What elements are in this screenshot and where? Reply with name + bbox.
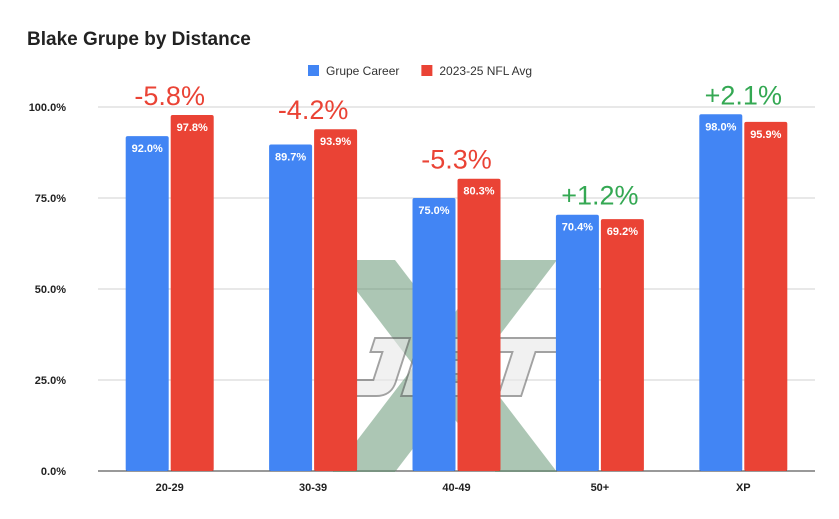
bar-value-label: 95.9%: [750, 129, 781, 141]
legend-label: 2023-25 NFL Avg: [439, 64, 532, 78]
x-tick-label: 30-39: [299, 482, 327, 494]
difference-annotation: -5.8%: [134, 81, 205, 111]
bar-nfl-avg: [170, 115, 214, 472]
bar-value-label: 92.0%: [132, 143, 163, 155]
y-axis: 0.0% 25.0% 50.0% 75.0% 100.0%: [29, 102, 67, 478]
gridlines: [98, 106, 815, 472]
legend-label: Grupe Career: [326, 64, 399, 78]
bar-grupe-career: [555, 214, 599, 471]
bar-nfl-avg: [600, 219, 644, 471]
bar-nfl-avg: [314, 129, 358, 472]
x-tick-label: XP: [736, 482, 751, 494]
bar-grupe-career: [412, 198, 456, 471]
x-tick-label: 50+: [591, 482, 610, 494]
bar-value-label: 93.9%: [320, 136, 351, 148]
legend-swatch-nfl-avg: [421, 65, 433, 76]
bar-value-label: 89.7%: [275, 151, 306, 163]
difference-annotation: -5.3%: [421, 145, 492, 175]
y-tick-label: 25.0%: [35, 375, 66, 387]
x-tick-label: 20-29: [156, 482, 184, 494]
difference-annotation: +2.1%: [705, 80, 782, 110]
bar-grupe-career: [269, 144, 313, 471]
bar-nfl-avg: [744, 121, 788, 471]
bar-grupe-career: [699, 114, 743, 471]
bar-value-label: 75.0%: [418, 205, 449, 217]
bar-value-label: 80.3%: [463, 186, 494, 198]
bar-value-label: 98.0%: [705, 121, 736, 133]
y-tick-label: 100.0%: [29, 102, 67, 114]
x-axis: 20-29 30-39 40-49 50+ XP: [156, 482, 751, 494]
chart-title: Blake Grupe by Distance: [27, 29, 251, 50]
bar-value-label: 69.2%: [607, 226, 638, 238]
bar-value-label: 97.8%: [177, 122, 208, 134]
bar-value-label: 70.4%: [562, 222, 593, 234]
difference-annotation: -4.2%: [278, 95, 349, 125]
difference-annotations: -5.8% -4.2% -5.3% +1.2% +2.1%: [134, 80, 782, 210]
y-tick-label: 75.0%: [35, 193, 66, 205]
y-tick-label: 50.0%: [35, 284, 66, 296]
x-tick-label: 40-49: [442, 482, 470, 494]
bar-nfl-avg: [457, 178, 501, 471]
legend: Grupe Career 2023-25 NFL Avg: [308, 64, 532, 78]
legend-swatch-grupe-career: [308, 65, 319, 76]
bar-grupe-career: [125, 136, 169, 471]
bars: 92.0% 97.8% 89.7% 93.9% 75.0% 80.3% 70.4% 69.2%…: [125, 114, 788, 472]
difference-annotation: +1.2%: [561, 181, 638, 211]
y-tick-label: 0.0%: [41, 466, 66, 478]
